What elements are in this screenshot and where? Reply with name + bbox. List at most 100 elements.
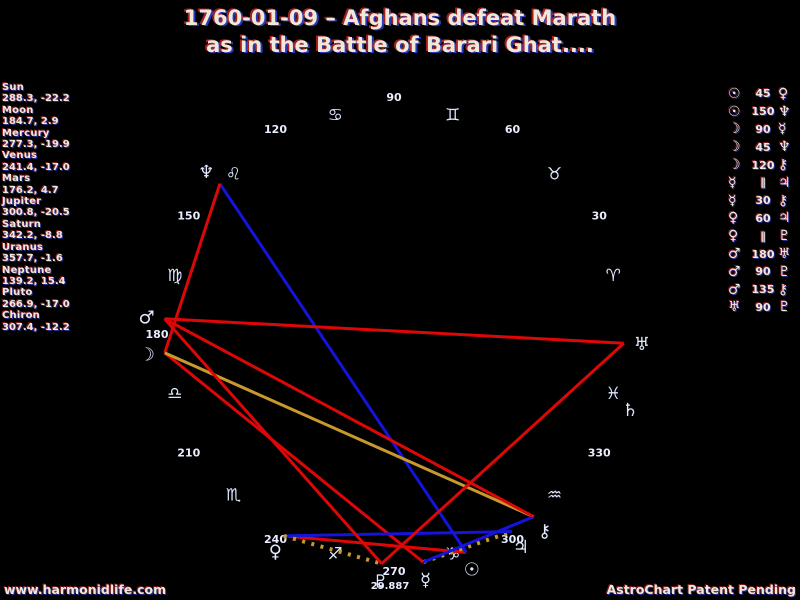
aspect-angle-label: 45 (755, 87, 771, 101)
aspect-planet2-glyph-icon: ⚷ (778, 281, 789, 298)
planet-name: Venus (2, 150, 38, 162)
aspect-angle-label: 90 (755, 300, 771, 314)
chart-title: 1760-01-09 – Afghans defeat Marath as in… (0, 5, 800, 59)
aspect-line-mars-uranus (164, 317, 624, 345)
sign-leo-icon: ♌ (226, 164, 241, 184)
planet-values: 139.2, 15.4 (2, 275, 66, 287)
aspect-row: ☉ 150 ♆ (728, 103, 798, 121)
degree-label-270: 270 (383, 565, 406, 578)
chart-title-line1: 1760-01-09 – Afghans defeat Marath (183, 6, 617, 30)
aspect-line-sun-venus (283, 534, 467, 554)
planet-name: Pluto (2, 287, 33, 299)
chart-title-line2: as in the Battle of Barari Ghat.... (206, 33, 594, 57)
aspect-line-uranus-pluto (380, 342, 625, 565)
degree-label-240: 240 (264, 533, 287, 546)
aspect-planet2-glyph-icon: ♇ (778, 263, 791, 280)
aspect-planet2-glyph-icon: ♆ (778, 139, 791, 156)
planet-name: Neptune (2, 264, 52, 276)
planet-sun-icon: ☉ (464, 559, 480, 580)
planet-values: 184.7, 2.9 (2, 116, 59, 128)
aspect-row: ♂ 180 ♅ (728, 245, 798, 263)
planet-name: Saturn (2, 218, 42, 230)
website-watermark: www.harmonidlife.com (4, 582, 167, 597)
sign-pisces-icon: ♓ (606, 384, 621, 404)
aspect-planet1-glyph-icon: ♂ (728, 246, 741, 263)
patent-watermark: AstroChart Patent Pending (606, 582, 796, 597)
aspect-planet1-glyph-icon: ☽ (728, 139, 741, 156)
aspect-line-moon-mercury (163, 351, 425, 564)
degree-label-210: 210 (177, 447, 200, 460)
planet-values: 241.4, -17.0 (2, 161, 70, 173)
aspect-planet1-glyph-icon: ♅ (728, 299, 741, 316)
aspect-line-moon-chiron (164, 351, 535, 519)
aspect-line-mercury-jupiter (422, 529, 513, 565)
aspect-angle-label: 90 (755, 122, 771, 136)
planet-mercury-icon: ☿ (420, 570, 431, 591)
aspect-planet1-glyph-icon: ♂ (728, 281, 741, 298)
planet-chiron-icon: ⚷ (538, 521, 551, 542)
aspect-row: ♅ 90 ♇ (728, 299, 798, 317)
wheel-extra-label-0: 29.887 (371, 581, 410, 592)
aspect-line-venus-jupiter (283, 530, 512, 538)
aspect-row: ♀ 60 ♃ (728, 210, 798, 228)
planet-name: Sun (2, 82, 25, 93)
aspect-planet2-glyph-icon: ♃ (778, 210, 791, 227)
aspect-planet2-glyph-icon: ☿ (778, 121, 787, 138)
aspect-angle-label: 120 (751, 158, 775, 172)
aspect-row: ♀ ∥ ♇ (728, 227, 798, 245)
aspect-planet1-glyph-icon: ☽ (728, 121, 741, 138)
aspect-planet1-glyph-icon: ☉ (728, 85, 741, 102)
aspect-angle-label: ∥ (760, 176, 766, 190)
aspect-planet1-glyph-icon: ♂ (728, 263, 741, 280)
planet-neptune-icon: ♆ (198, 162, 214, 183)
planet-moon-icon: ☽ (139, 344, 155, 365)
aspect-row: ☽ 45 ♆ (728, 138, 798, 156)
aspect-row: ☿ ∥ ♃ (728, 174, 798, 192)
aspect-angle-label: 180 (751, 247, 775, 261)
planet-venus-icon: ♀ (269, 542, 282, 563)
planet-values: 288.3, -22.2 (2, 93, 70, 105)
degree-label-60: 60 (505, 123, 521, 136)
aspect-planet1-glyph-icon: ☿ (728, 192, 737, 209)
planet-mars-icon: ♂ (138, 308, 154, 329)
aspect-row: ♂ 135 ⚷ (728, 281, 798, 299)
aspect-list: ☉ 45 ♀ ☉ 150 ♆ ☽ 90 ☿ ☽ 45 ♆ ☽ 120 ⚷ ☿ ∥ ♃ ☿ 30 ⚷ ♀ 60 ♃ ♀ ∥ ♇ ♂ 180… (728, 85, 798, 316)
planet-jupiter-icon: ♃ (513, 537, 529, 558)
sign-cancer-icon: ♋ (328, 106, 343, 126)
degree-label-300: 300 (501, 533, 524, 546)
aspect-planet2-glyph-icon: ⚷ (778, 192, 789, 209)
degree-label-150: 150 (177, 210, 200, 223)
planet-position-list: Sun 288.3, -22.2 Moon 184.7, 2.9 Mercury 277.… (2, 82, 70, 333)
planet-values: 176.2, 4.7 (2, 184, 59, 196)
aspect-planet1-glyph-icon: ☽ (728, 157, 741, 174)
planet-name: Chiron (2, 310, 41, 322)
degree-label-30: 30 (592, 210, 608, 223)
aspect-row: ☉ 45 ♀ (728, 85, 798, 103)
degree-label-330: 330 (588, 447, 611, 460)
aspect-angle-label: ∥ (760, 229, 766, 243)
aspect-row: ☿ 30 ⚷ (728, 192, 798, 210)
aspect-planet2-glyph-icon: ⚷ (778, 157, 789, 174)
sign-taurus-icon: ♉ (547, 164, 562, 184)
aspect-angle-label: 90 (755, 265, 771, 279)
degree-label-180: 180 (146, 328, 169, 341)
planet-name: Moon (2, 104, 34, 116)
aspect-planet1-glyph-icon: ☿ (728, 174, 737, 191)
planet-name: Mars (2, 173, 31, 185)
aspect-planet2-glyph-icon: ♆ (778, 103, 791, 120)
aspect-planet1-glyph-icon: ♀ (728, 228, 739, 245)
aspect-angle-label: 30 (755, 194, 771, 208)
sign-scorpio-icon: ♏ (226, 486, 241, 506)
aspect-row: ☽ 90 ☿ (728, 121, 798, 139)
aspect-angle-label: 45 (755, 140, 771, 154)
aspect-line-mercury-chiron (422, 515, 535, 564)
planet-values: 300.8, -20.5 (2, 207, 70, 219)
sign-virgo-icon: ♍ (167, 266, 182, 286)
planet-name: Jupiter (2, 196, 42, 208)
planet-uranus-icon: ♅ (634, 334, 650, 355)
aspect-planet2-glyph-icon: ♅ (778, 246, 791, 263)
aspect-angle-label: 150 (751, 105, 775, 119)
sign-libra-icon: ♎ (167, 384, 182, 404)
degree-label-120: 120 (264, 123, 287, 136)
